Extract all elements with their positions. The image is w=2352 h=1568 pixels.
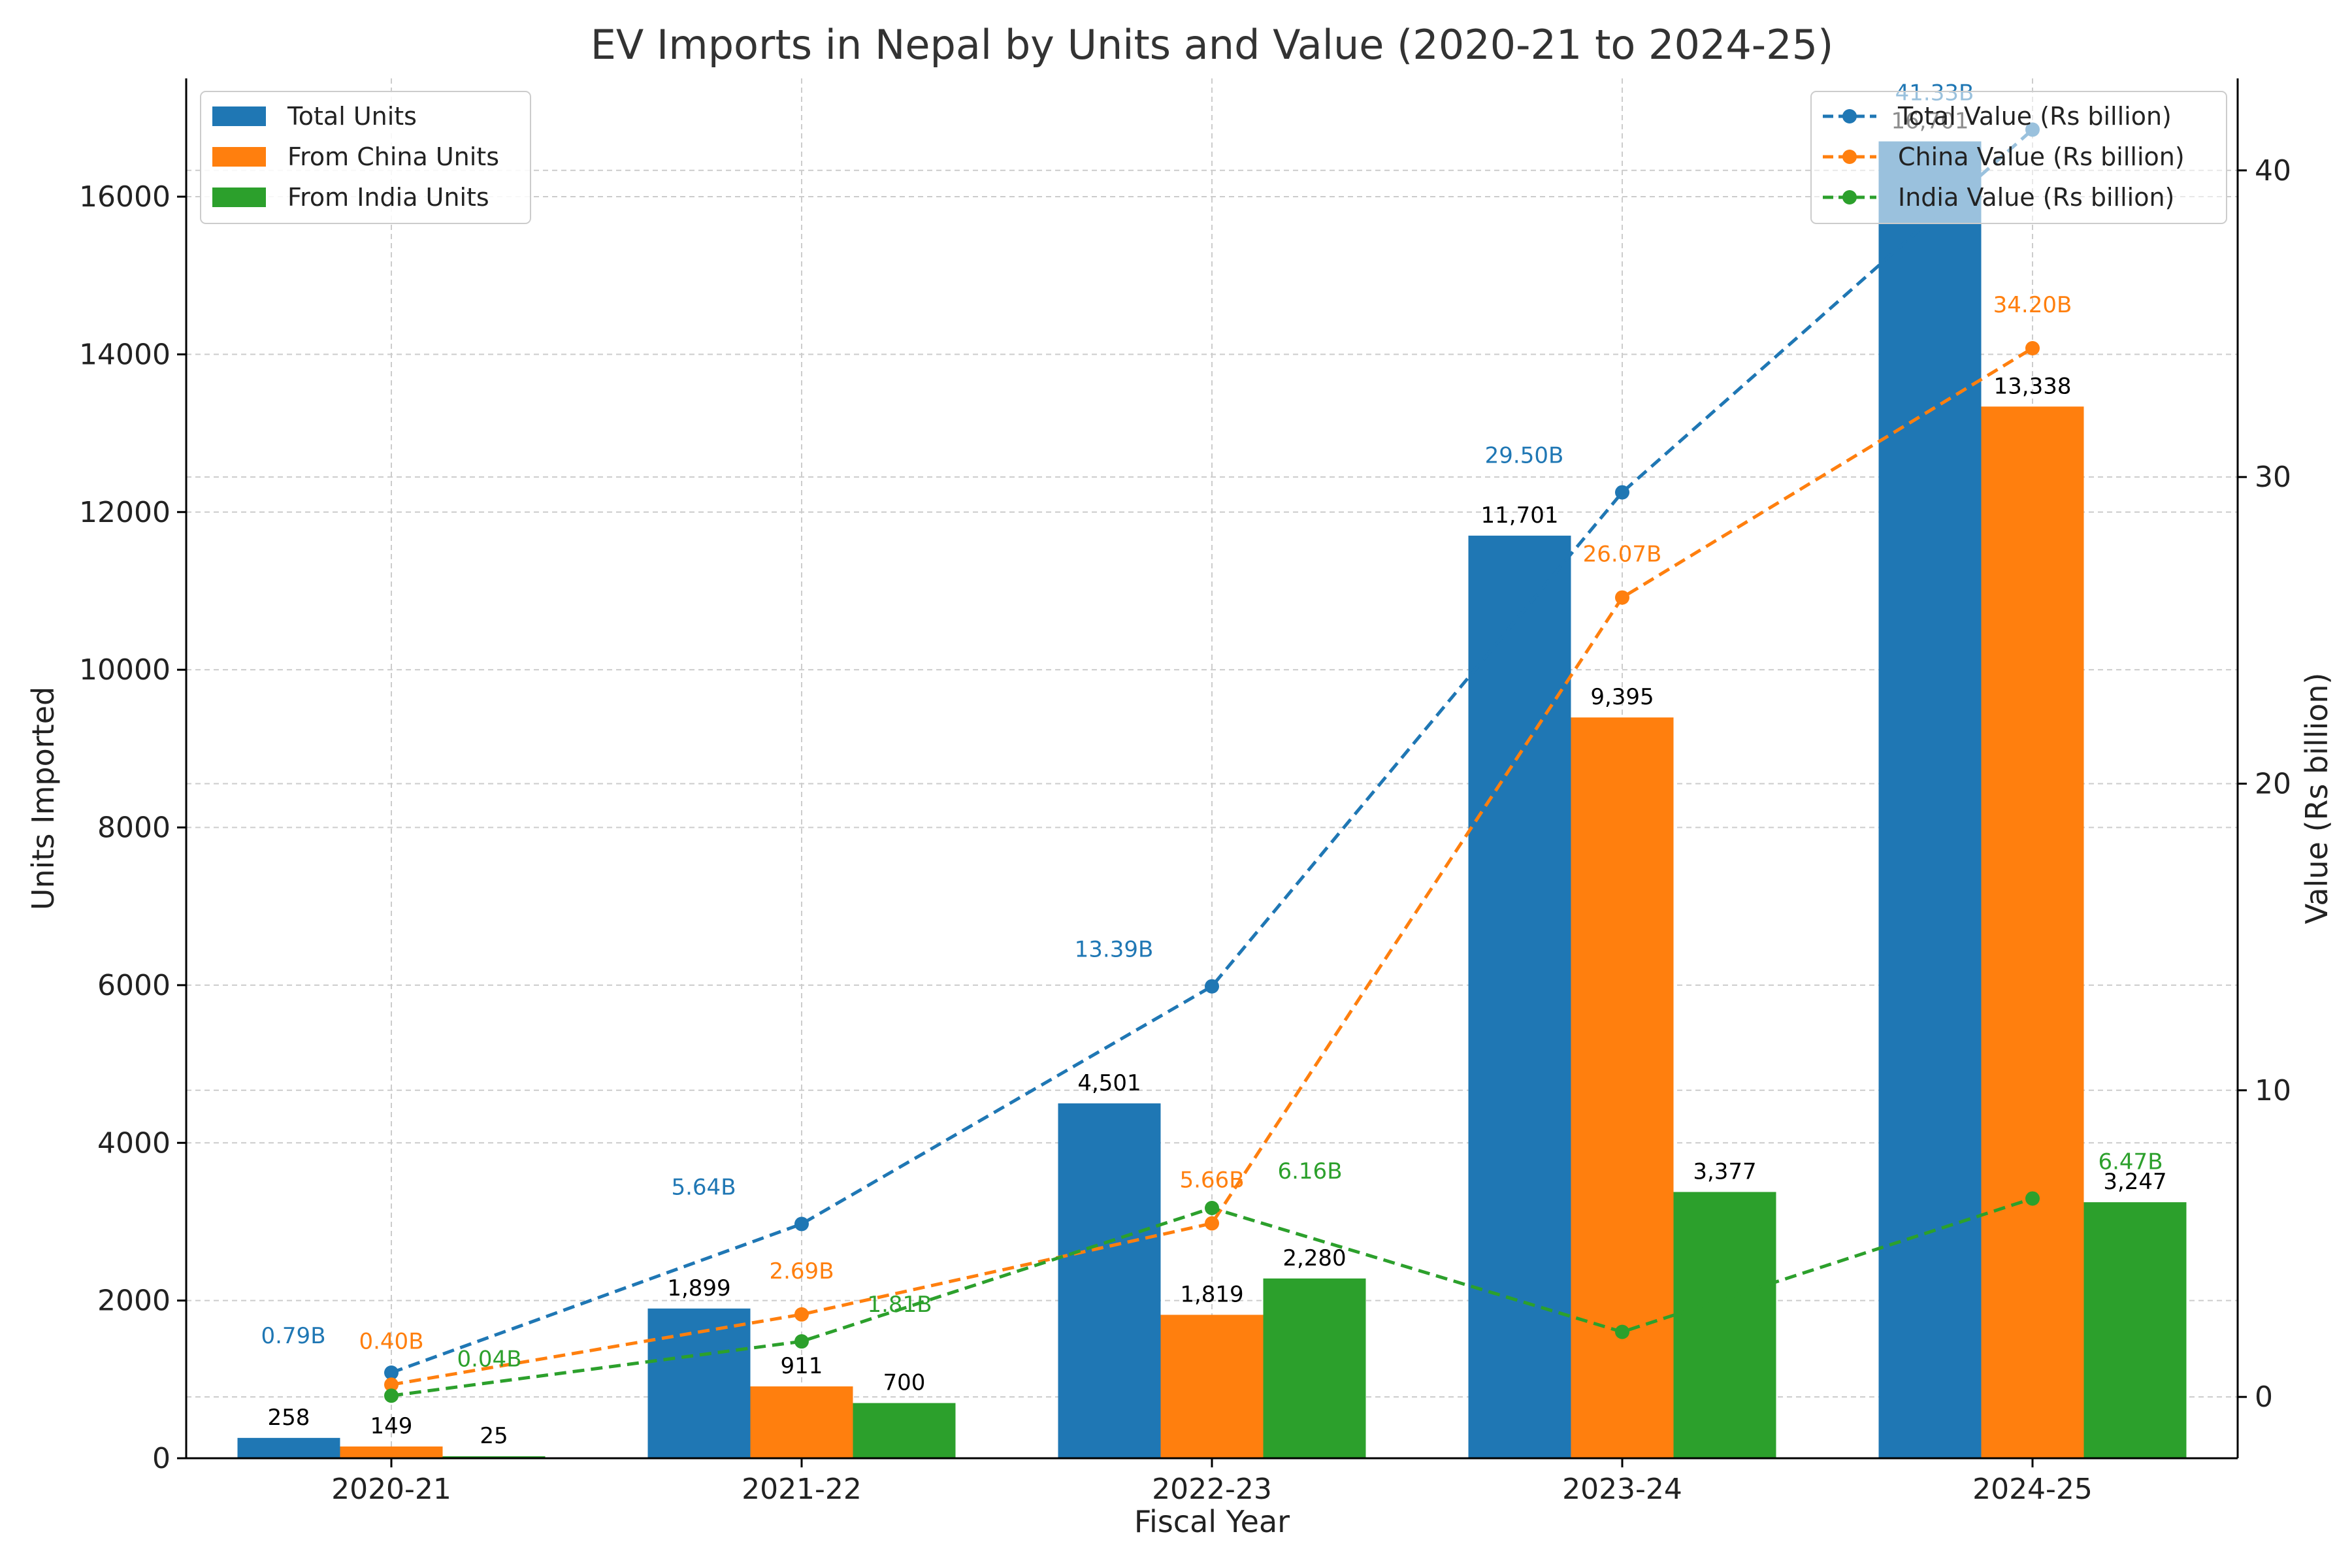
legend-values-frame: [1810, 91, 2227, 224]
bars: [237, 141, 2187, 1459]
value-label-1-4: 34.20B: [1993, 292, 2072, 318]
bar-label-1-1: 911: [781, 1353, 823, 1379]
bar-1-2: [1160, 1315, 1264, 1458]
value-point-0-1: [794, 1217, 809, 1232]
bar-1-3: [1571, 717, 1674, 1458]
bar-label-0-2: 4,501: [1077, 1070, 1141, 1096]
value-line-1: [391, 346, 2034, 1386]
y-tick-label-3: 6000: [97, 969, 171, 1002]
bar-2-4: [2083, 1202, 2187, 1458]
legend-values-marker-0: [1842, 109, 1857, 123]
y2-axis-label: Value (Rs billion): [2299, 672, 2334, 924]
legend-values-marker-2: [1842, 190, 1857, 204]
value-point-1-4: [2025, 341, 2040, 356]
x-axis-label: Fiscal Year: [1134, 1504, 1290, 1539]
value-point-0-0: [384, 1365, 399, 1380]
legend-values-marker-1: [1842, 150, 1857, 164]
bar-label-2-0: 25: [480, 1423, 508, 1449]
bar-label-2-1: 700: [883, 1370, 926, 1396]
value-label-2-4: 6.47B: [2098, 1149, 2163, 1175]
y2-tick-label-0: 0: [2255, 1380, 2273, 1414]
value-label-1-0: 0.40B: [359, 1328, 423, 1354]
value-point-0-3: [1615, 485, 1629, 500]
y-tick-label-8: 16000: [79, 180, 171, 214]
y-tick-label-2: 4000: [97, 1126, 171, 1160]
y2-tick-label-3: 30: [2255, 461, 2291, 494]
bar-label-2-3: 3,377: [1693, 1158, 1756, 1184]
legend-units-label-0: Total Units: [287, 102, 417, 131]
bar-label-1-3: 9,395: [1590, 684, 1654, 710]
value-label-0-1: 5.64B: [671, 1174, 736, 1200]
chart-title: EV Imports in Nepal by Units and Value (…: [591, 21, 1834, 69]
y-tick-label-5: 10000: [79, 653, 171, 687]
legend-values-label-2: India Value (Rs billion): [1898, 183, 2174, 212]
y-tick-label-0: 0: [152, 1442, 171, 1475]
bar-label-0-0: 258: [268, 1405, 310, 1431]
bar-2-0: [442, 1456, 546, 1458]
value-point-0-2: [1205, 979, 1219, 994]
value-point-2-1: [794, 1334, 809, 1349]
value-point-2-2: [1205, 1201, 1219, 1216]
bar-1-1: [750, 1386, 853, 1458]
value-label-1-2: 5.66B: [1179, 1167, 1244, 1193]
value-label-1-3: 26.07B: [1583, 542, 1662, 568]
x-tick-label-1: 2021-22: [742, 1473, 862, 1506]
value-point-1-3: [1615, 590, 1629, 605]
value-label-1-1: 2.69B: [769, 1258, 834, 1284]
value-point-2-0: [384, 1388, 399, 1403]
y2-tick-label-2: 20: [2255, 767, 2291, 800]
x-tick-label-4: 2024-25: [1972, 1473, 2093, 1506]
y-tick-label-1: 2000: [97, 1284, 171, 1318]
bar-label-2-4: 3,247: [2103, 1169, 2166, 1195]
legend-units-swatch-0: [212, 106, 266, 126]
legend-values-label-0: Total Value (Rs billion): [1897, 102, 2172, 131]
legend-units-label-2: From India Units: [287, 183, 489, 212]
legend-values: Total Value (Rs billion) China Value (Rs …: [1810, 91, 2227, 224]
axes: 0 2000 4000 6000 8000 10000 12000 14000 16000 0 10…: [79, 78, 2291, 1506]
y-tick-label-6: 12000: [79, 496, 171, 529]
legend-units-swatch-2: [212, 188, 266, 207]
value-label-0-3: 29.50B: [1485, 443, 1564, 469]
legend-units-swatch-1: [212, 147, 266, 167]
bar-1-0: [340, 1446, 443, 1458]
legend-units-frame: [200, 91, 531, 224]
value-point-2-3: [1615, 1324, 1629, 1339]
value-point-1-0: [384, 1377, 399, 1392]
value-point-2-4: [2025, 1191, 2040, 1206]
bar-label-1-2: 1,819: [1180, 1281, 1243, 1307]
bar-label-0-3: 11,701: [1481, 502, 1559, 529]
bar-label-0-1: 1,899: [667, 1275, 730, 1301]
x-tick-label-2: 2022-23: [1152, 1473, 1272, 1506]
legend-values-label-1: China Value (Rs billion): [1898, 142, 2185, 171]
legend-units: Total Units From China Units From India Un…: [200, 91, 531, 224]
bar-label-1-4: 13,338: [1994, 373, 2072, 399]
value-label-2-0: 0.04B: [457, 1346, 521, 1372]
value-label-2-1: 1.81B: [867, 1292, 932, 1318]
y-axis-label: Units Imported: [25, 687, 61, 910]
bar-label-1-0: 149: [370, 1413, 413, 1439]
value-label-2-2: 6.16B: [1277, 1158, 1342, 1184]
legend-units-label-1: From China Units: [287, 142, 499, 171]
x-tick-label-3: 2023-24: [1562, 1473, 1682, 1506]
bar-0-2: [1058, 1103, 1161, 1458]
value-label-0-0: 0.79B: [261, 1323, 325, 1349]
bar-1-4: [1981, 406, 2084, 1458]
y2-tick-label-1: 10: [2255, 1074, 2291, 1107]
bar-0-3: [1468, 535, 1571, 1458]
bar-2-2: [1263, 1278, 1366, 1458]
y2-tick-label-4: 40: [2255, 154, 2291, 188]
value-point-1-2: [1205, 1216, 1219, 1231]
value-point-1-1: [794, 1307, 809, 1322]
value-label-0-2: 13.39B: [1075, 937, 1154, 963]
bar-0-0: [237, 1437, 340, 1458]
y-tick-label-7: 14000: [79, 338, 171, 371]
bar-0-4: [1878, 141, 1982, 1459]
bar-label-2-2: 2,280: [1282, 1245, 1346, 1271]
value-lines: [384, 122, 2040, 1403]
bar-2-1: [853, 1403, 956, 1458]
y-tick-label-4: 8000: [97, 811, 171, 845]
bar-2-3: [1673, 1192, 1776, 1458]
x-tick-label-0: 2020-21: [331, 1473, 451, 1506]
